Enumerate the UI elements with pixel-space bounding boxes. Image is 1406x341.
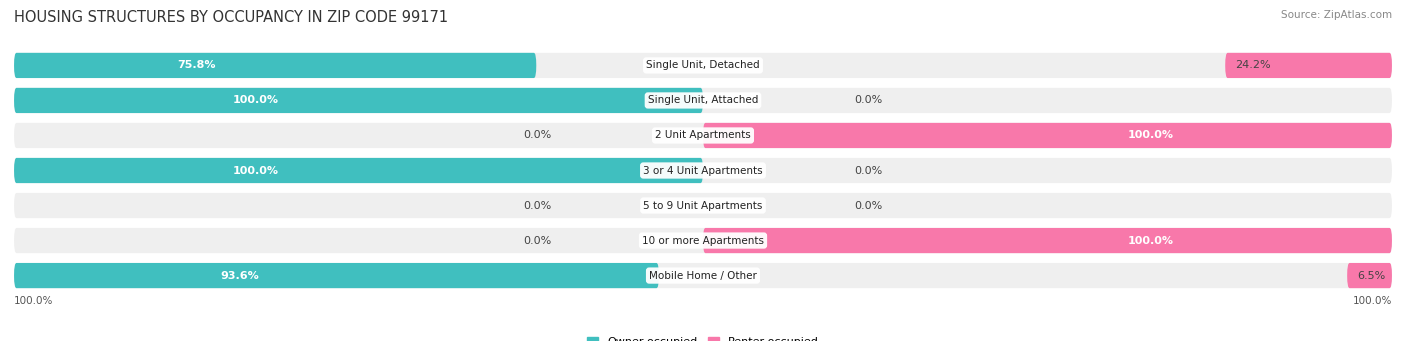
Text: Single Unit, Detached: Single Unit, Detached bbox=[647, 60, 759, 71]
FancyBboxPatch shape bbox=[14, 158, 1392, 183]
Text: 0.0%: 0.0% bbox=[855, 201, 883, 210]
FancyBboxPatch shape bbox=[1225, 53, 1392, 78]
Text: 100.0%: 100.0% bbox=[1353, 296, 1392, 306]
Legend: Owner-occupied, Renter-occupied: Owner-occupied, Renter-occupied bbox=[582, 332, 824, 341]
Text: 93.6%: 93.6% bbox=[221, 270, 259, 281]
Text: 100.0%: 100.0% bbox=[232, 165, 278, 176]
FancyBboxPatch shape bbox=[14, 123, 1392, 148]
Text: 10 or more Apartments: 10 or more Apartments bbox=[643, 236, 763, 246]
Text: 0.0%: 0.0% bbox=[523, 236, 551, 246]
FancyBboxPatch shape bbox=[14, 53, 536, 78]
Text: 100.0%: 100.0% bbox=[1128, 131, 1174, 140]
Text: Source: ZipAtlas.com: Source: ZipAtlas.com bbox=[1281, 10, 1392, 20]
Text: 100.0%: 100.0% bbox=[1128, 236, 1174, 246]
Text: 6.5%: 6.5% bbox=[1358, 270, 1386, 281]
FancyBboxPatch shape bbox=[1347, 263, 1392, 288]
Text: HOUSING STRUCTURES BY OCCUPANCY IN ZIP CODE 99171: HOUSING STRUCTURES BY OCCUPANCY IN ZIP C… bbox=[14, 10, 449, 25]
Text: 5 to 9 Unit Apartments: 5 to 9 Unit Apartments bbox=[644, 201, 762, 210]
FancyBboxPatch shape bbox=[14, 88, 703, 113]
FancyBboxPatch shape bbox=[14, 263, 659, 288]
FancyBboxPatch shape bbox=[14, 53, 1392, 78]
FancyBboxPatch shape bbox=[703, 228, 1392, 253]
Text: 100.0%: 100.0% bbox=[232, 95, 278, 105]
Text: 3 or 4 Unit Apartments: 3 or 4 Unit Apartments bbox=[643, 165, 763, 176]
Text: 0.0%: 0.0% bbox=[855, 165, 883, 176]
FancyBboxPatch shape bbox=[14, 88, 1392, 113]
Text: 24.2%: 24.2% bbox=[1236, 60, 1271, 71]
Text: 75.8%: 75.8% bbox=[177, 60, 217, 71]
FancyBboxPatch shape bbox=[703, 123, 1392, 148]
Text: 0.0%: 0.0% bbox=[855, 95, 883, 105]
Text: Mobile Home / Other: Mobile Home / Other bbox=[650, 270, 756, 281]
Text: 0.0%: 0.0% bbox=[523, 131, 551, 140]
FancyBboxPatch shape bbox=[14, 158, 703, 183]
FancyBboxPatch shape bbox=[14, 228, 1392, 253]
FancyBboxPatch shape bbox=[14, 263, 1392, 288]
Text: 100.0%: 100.0% bbox=[14, 296, 53, 306]
FancyBboxPatch shape bbox=[14, 193, 1392, 218]
Text: Single Unit, Attached: Single Unit, Attached bbox=[648, 95, 758, 105]
Text: 2 Unit Apartments: 2 Unit Apartments bbox=[655, 131, 751, 140]
Text: 0.0%: 0.0% bbox=[523, 201, 551, 210]
